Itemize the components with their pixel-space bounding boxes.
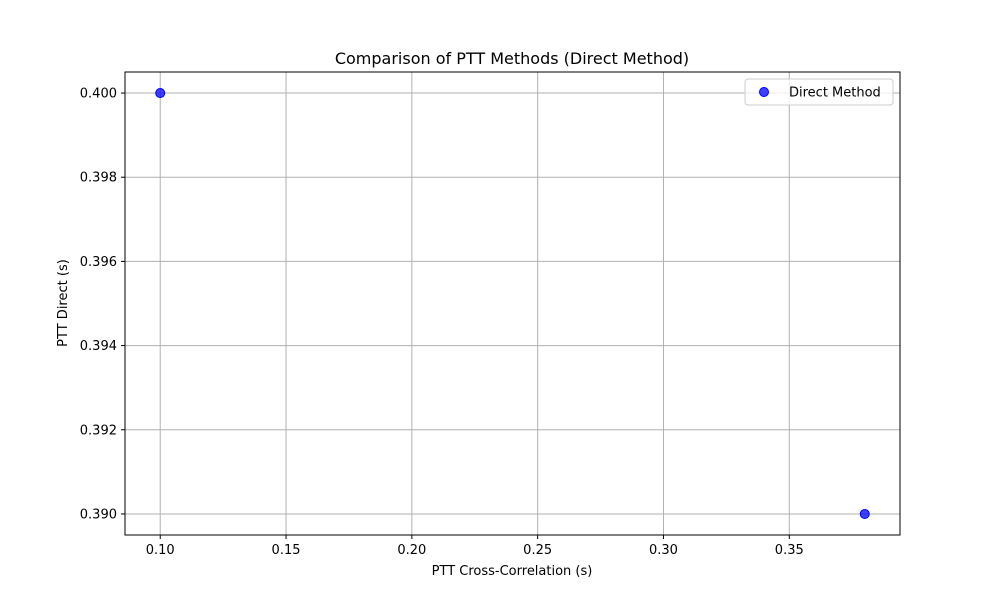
chart-title: Comparison of PTT Methods (Direct Method… — [335, 49, 689, 68]
y-tick-label: 0.400 — [80, 87, 117, 102]
y-axis-label: PTT Direct (s) — [56, 259, 71, 347]
data-points — [155, 88, 870, 519]
x-tick-label: 0.15 — [272, 543, 301, 558]
x-axis-label: PTT Cross-Correlation (s) — [432, 564, 593, 579]
plot-area-frame — [124, 71, 901, 536]
data-point — [155, 88, 166, 99]
grid-lines — [125, 72, 900, 535]
x-tick-label: 0.30 — [649, 543, 678, 558]
data-point — [859, 508, 870, 519]
legend-label: Direct Method — [789, 86, 881, 101]
x-tick-label: 0.10 — [146, 543, 175, 558]
x-tick-label: 0.20 — [397, 543, 426, 558]
x-tick-label: 0.25 — [523, 543, 552, 558]
y-tick-label: 0.392 — [80, 423, 117, 438]
x-tick-label: 0.35 — [775, 543, 804, 558]
y-tick-label: 0.398 — [80, 171, 117, 186]
axis-ticks: 0.10 0.15 0.20 0.25 0.30 0.35 0.390 0.392 0.394 0… — [80, 87, 804, 558]
y-tick-label: 0.394 — [80, 339, 117, 354]
y-tick-label: 0.396 — [80, 255, 117, 270]
legend-box — [744, 78, 894, 106]
legend: Direct Method — [744, 78, 894, 106]
y-tick-label: 0.390 — [80, 507, 117, 522]
legend-marker — [759, 87, 769, 97]
